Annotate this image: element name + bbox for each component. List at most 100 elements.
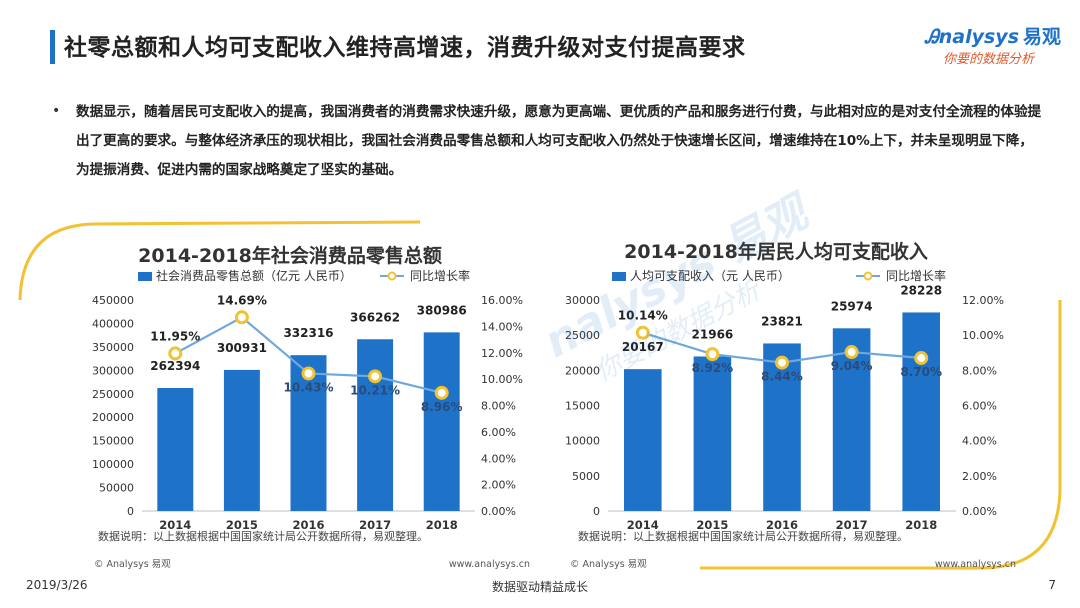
legend-bar-swatch — [612, 272, 626, 281]
x-axis-tick-label: 2017 — [359, 518, 391, 532]
x-axis-tick-label: 2015 — [696, 518, 728, 532]
bar — [157, 387, 194, 511]
growth-data-label: 10.43% — [284, 380, 334, 394]
right-axis-tick-label: 8.00% — [481, 400, 516, 413]
chart-website: www.analysys.cn — [449, 559, 530, 570]
bar-data-label: 20167 — [622, 340, 664, 354]
growth-data-label: 8.44% — [761, 370, 803, 384]
left-axis-tick-label: 0 — [593, 505, 600, 518]
legend-line-marker — [863, 271, 873, 281]
bar-data-label: 262394 — [150, 359, 200, 373]
growth-data-label: 10.14% — [618, 309, 668, 323]
logo-a-mark: Ꭿ — [925, 26, 939, 48]
legend-bar-label: 社会消费品零售总额（亿元 人民币） — [156, 268, 352, 283]
left-axis-tick-label: 25000 — [565, 329, 600, 342]
logo-brand: 易观 — [1023, 26, 1062, 48]
legend-line-marker — [387, 271, 397, 281]
left-axis-tick-label: 400000 — [92, 317, 134, 330]
growth-marker — [301, 366, 316, 381]
bar — [763, 343, 801, 511]
bar-data-label: 380986 — [417, 303, 467, 317]
bar-data-label: 23821 — [761, 314, 803, 328]
chart-copyright: © Analysys 易观 — [94, 559, 171, 570]
legend-bar-label: 人均可支配收入（元 人民币） — [630, 269, 790, 283]
data-note: 数据说明：以上数据根据中国国家统计局公开数据所得，易观整理。 — [98, 529, 428, 543]
x-axis-tick-label: 2015 — [226, 518, 258, 532]
bar — [423, 332, 460, 511]
bar — [223, 369, 260, 511]
chart-title: 2014-2018年居民人均可支配收入 — [624, 240, 928, 263]
growth-data-label: 11.95% — [150, 329, 200, 343]
logo-wordmark: Ꭿnalysys 易观 — [925, 22, 1061, 49]
x-axis-tick-label: 2016 — [292, 518, 324, 532]
footer-slogan: 数据驱动精益成长 — [491, 580, 588, 594]
right-axis-tick-label: 10.00% — [962, 329, 1004, 342]
growth-data-label: 8.96% — [421, 400, 463, 414]
data-note: 数据说明：以上数据根据中国国家统计局公开数据所得，易观整理。 — [578, 529, 908, 543]
left-axis-tick-label: 250000 — [92, 388, 134, 401]
legend-line-label: 同比增长率 — [886, 268, 946, 283]
x-axis-tick-label: 2014 — [159, 518, 191, 532]
bar — [693, 356, 732, 511]
chart-panel-income: 2014-2018年居民人均可支配收入人均可支配收入（元 人民币） 同比增长率 0 5… — [556, 228, 1026, 573]
logo-text: nalysys — [938, 26, 1019, 48]
right-axis-tick-label: 6.00% — [962, 400, 997, 413]
chart-title: 2014-2018年社会消费品零售总额 — [138, 244, 442, 267]
x-axis-tick-label: 2018 — [426, 518, 458, 532]
growth-marker — [434, 385, 449, 400]
left-axis-tick-label: 100000 — [92, 458, 134, 471]
right-axis-tick-label: 10.00% — [481, 373, 523, 386]
page-title: 社零总额和人均可支配收入维持高增速，消费升级对支付提高要求 — [64, 35, 746, 61]
growth-data-label: 8.92% — [692, 361, 734, 375]
bullet-paragraph: 数据显示，随着居民可支配收入的提高，我国消费者的消费需求快速升级，愿意为更高端、… — [76, 104, 1042, 178]
left-axis-tick-label: 200000 — [92, 411, 134, 424]
left-axis-tick-label: 0 — [127, 505, 134, 518]
chart-website: www.analysys.cn — [935, 559, 1016, 570]
bar-data-label: 25974 — [831, 299, 873, 313]
growth-marker — [914, 351, 929, 366]
right-axis-tick-label: 2.00% — [962, 470, 997, 483]
x-axis-tick-label: 2017 — [836, 518, 868, 532]
left-axis-tick-label: 15000 — [565, 400, 600, 413]
bar-data-label: 21966 — [692, 328, 734, 342]
title-accent-bar — [50, 30, 55, 64]
right-axis-tick-label: 4.00% — [962, 435, 997, 448]
left-axis-tick-label: 50000 — [99, 482, 134, 495]
growth-marker — [168, 346, 183, 361]
bar-data-label: 366262 — [350, 310, 400, 324]
growth-marker — [234, 310, 249, 325]
left-axis-tick-label: 300000 — [92, 364, 134, 377]
right-axis-tick-label: 12.00% — [481, 347, 523, 360]
left-axis-tick-label: 450000 — [92, 294, 134, 307]
growth-marker — [635, 325, 650, 340]
logo-tagline: 你要的数据分析 — [943, 52, 1035, 67]
analysys-logo: Ꭿnalysys 易观 你要的数据分析 — [925, 22, 1065, 72]
growth-data-label: 10.21% — [350, 383, 400, 397]
growth-data-label: 8.70% — [900, 365, 942, 379]
left-axis-tick-label: 30000 — [565, 294, 600, 307]
right-axis-tick-label: 12.00% — [962, 294, 1004, 307]
right-axis-tick-label: 14.00% — [481, 320, 523, 333]
left-axis-tick-label: 20000 — [565, 364, 600, 377]
growth-data-label: 14.69% — [217, 293, 267, 307]
bullet-icon: • — [52, 103, 61, 119]
x-axis-tick-label: 2016 — [766, 518, 798, 532]
growth-marker — [775, 355, 789, 370]
right-axis-tick-label: 6.00% — [481, 426, 516, 439]
right-axis-tick-label: 16.00% — [481, 294, 523, 307]
bar-data-label: 300931 — [217, 341, 267, 355]
legend-bar-swatch — [138, 272, 152, 281]
x-axis-tick-label: 2014 — [627, 518, 659, 532]
growth-marker — [368, 369, 383, 384]
bar — [624, 369, 662, 511]
x-axis-tick-label: 2018 — [905, 518, 937, 532]
page-number: 7 — [1048, 578, 1056, 592]
chart-copyright: © Analysys 易观 — [570, 559, 647, 570]
left-axis-tick-label: 5000 — [572, 470, 600, 483]
right-axis-tick-label: 4.00% — [481, 452, 516, 465]
growth-data-label: 9.04% — [831, 359, 873, 373]
bar — [357, 339, 394, 511]
left-axis-tick-label: 10000 — [565, 435, 600, 448]
